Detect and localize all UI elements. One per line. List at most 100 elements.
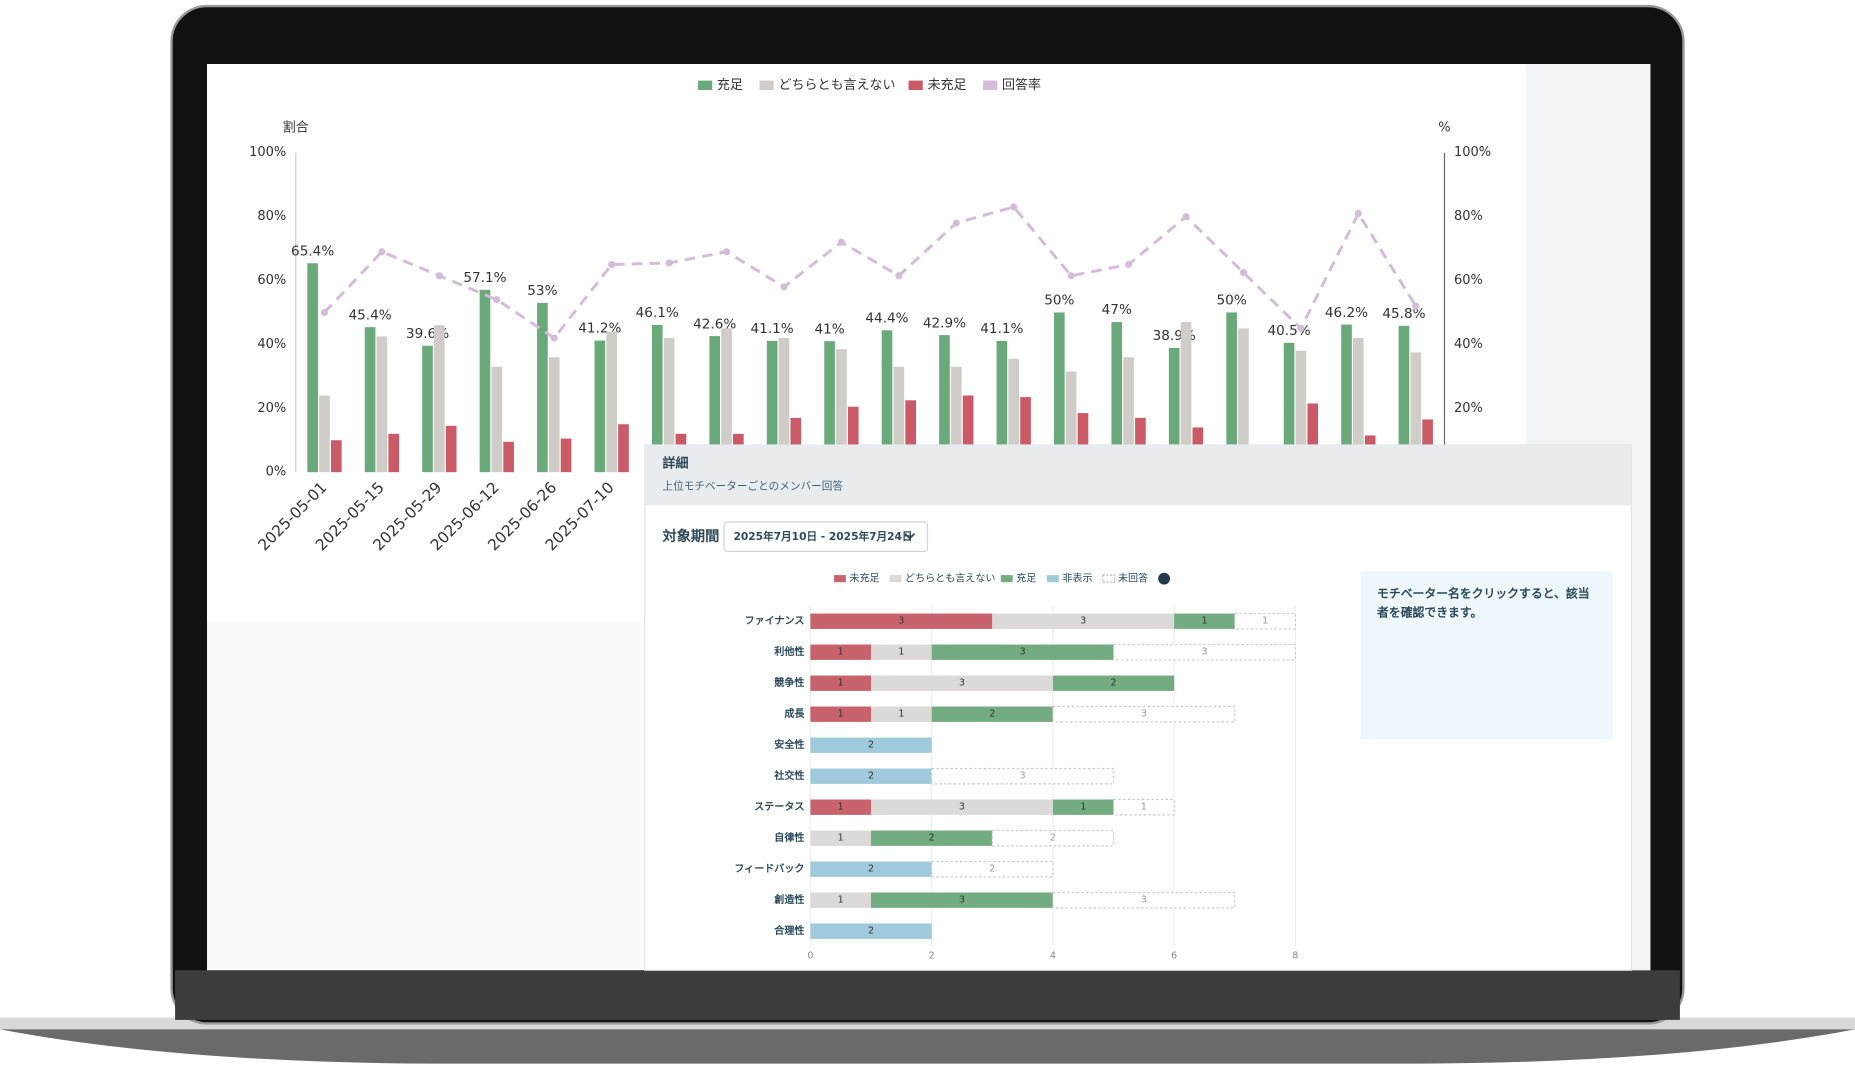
category-label[interactable]: 社交性 [773,769,804,782]
value-label: 47% [1102,302,1132,318]
line-point [550,334,558,342]
bar-segment [810,923,932,939]
bar-segment [810,613,993,629]
y2-tick-label: 20% [1454,401,1483,416]
bar [1168,347,1180,473]
period-value: 2025年7月10日 - 2025年7月24日 [733,530,912,543]
segment-label: 3 [1141,709,1147,720]
bar [1008,358,1020,473]
y-tick-label: 80% [257,209,286,224]
legend-label: 未回答 [1118,572,1148,585]
segment-label: 1 [898,647,904,658]
category-label[interactable]: 利他性 [774,645,804,658]
category-label[interactable]: 自律性 [774,831,804,844]
detail-panel: 詳細 上位モチベーターごとのメンバー回答 対象期間 2025年7月10日 - 2… [644,444,1632,971]
line-point [722,248,731,256]
value-label: 42.9% [923,315,966,331]
period-dropdown[interactable] [723,521,929,553]
bar-segment [992,613,1175,629]
bar [847,406,859,473]
category-label[interactable]: 競争性 [774,676,804,689]
line-point [952,219,960,227]
segment-label: 1 [1141,802,1147,813]
legend-swatch [834,575,846,583]
segment-label: 3 [1201,647,1207,658]
segment-label: 2 [989,864,995,875]
legend-swatch [759,80,774,91]
segment-label: 1 [898,709,904,720]
segment-label: 3 [1020,771,1026,782]
legend-swatch [983,80,998,91]
laptop-chin [175,970,1680,1020]
bar [996,340,1008,473]
panel-subtitle: 上位モチベーターごとのメンバー回答 [663,479,844,492]
bar-segment [931,706,1053,722]
bar-segment [871,706,932,722]
bar [1226,312,1237,473]
bar-segment [1052,705,1236,723]
bar [1020,397,1031,473]
category-label[interactable]: 創造性 [773,893,804,906]
bar [1111,322,1123,473]
dropdown-chevron [904,533,916,540]
bar-segment [1052,675,1175,691]
legend-swatch [1046,575,1059,583]
value-label: 45.4% [348,307,391,323]
segment-label: 2 [868,771,874,782]
segment-label: 3 [898,616,904,627]
bar [881,330,893,473]
bar [479,289,491,473]
y2-tick-label: 60% [1454,273,1483,288]
bar-segment [871,644,932,660]
bar [824,341,835,473]
bar [1283,342,1295,473]
category-label[interactable]: ステータス [754,801,804,813]
line-point [895,272,903,280]
segment-label: 1 [838,709,844,720]
legend-swatch [908,80,923,91]
bar-segment [871,799,1053,815]
segment-label: 2 [929,833,935,844]
line-point [320,308,329,317]
category-label[interactable]: フィードバック [734,863,804,875]
segment-label: 3 [959,895,965,906]
category-label[interactable]: 安全性 [774,738,804,751]
bar-segment [810,830,872,846]
bar [1341,324,1352,473]
bar [962,395,974,473]
bar [491,366,503,473]
value-label: 53% [527,283,557,299]
bar [319,395,330,473]
value-label: 57.1% [463,270,506,286]
period-label: 対象期間 [662,528,720,545]
y-tick-label: 20% [257,401,286,416]
bar-segment [810,892,872,908]
info-icon[interactable] [1158,572,1171,585]
legend-swatch [889,575,902,583]
y2-axis-title: % [1438,120,1450,135]
category-label[interactable]: 成長 [784,707,805,720]
bar-segment [810,737,932,753]
bar [422,345,433,473]
bar [434,325,445,473]
category-label[interactable]: 合理性 [773,924,804,937]
legend-label: どちらとも言えない [778,78,895,93]
bar [594,340,606,473]
bar-segment [871,830,993,846]
bar [950,366,962,473]
bar-segment [1234,612,1297,630]
segment-label: 2 [989,709,995,720]
value-label: 65.4% [291,243,334,259]
segment-label: 2 [1111,678,1117,689]
bar [766,340,778,473]
category-label[interactable]: ファイナンス [745,615,805,627]
bar-segment [871,675,1053,691]
bar-segment [1174,613,1235,629]
hint-text: モチベーター名をクリックすると、該当者を確認できます。 [1377,588,1590,621]
segment-label: 2 [868,926,874,937]
segment-label: 3 [1080,616,1086,627]
bar-segment [810,644,872,660]
segment-label: 1 [1080,802,1086,813]
line-point [493,296,501,304]
line-point [1067,272,1075,280]
